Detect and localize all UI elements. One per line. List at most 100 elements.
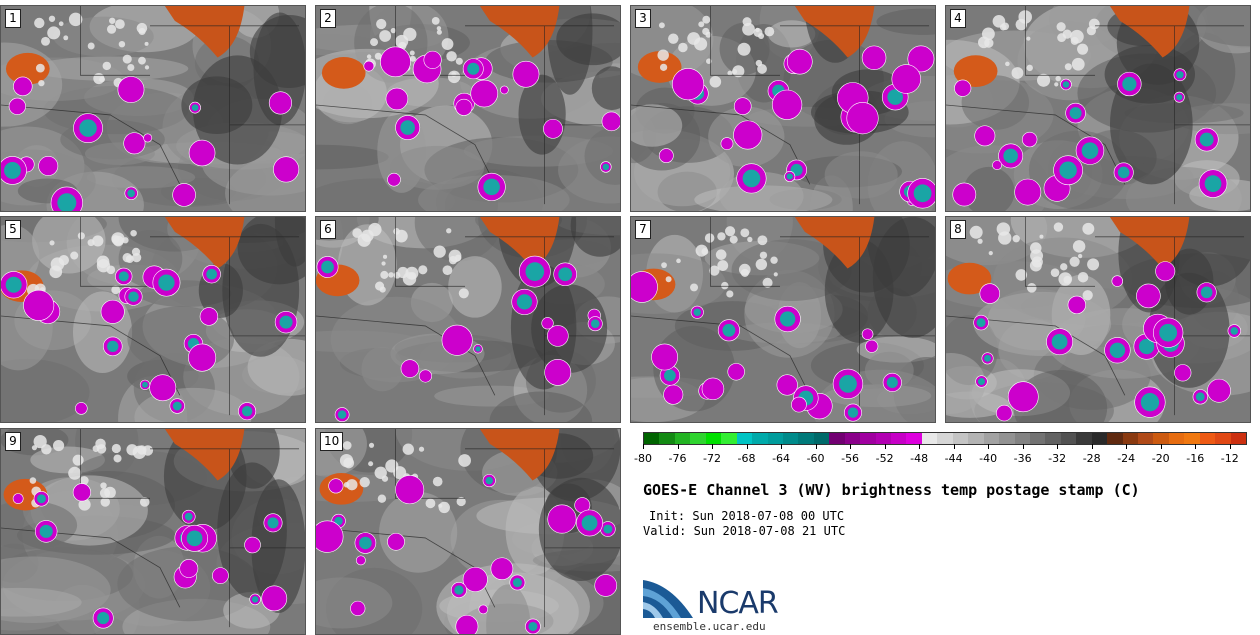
colorbar-swatch: [1138, 433, 1154, 444]
colorbar-tick: [850, 444, 852, 449]
colorbar-swatch: [952, 433, 969, 444]
ensemble-member-panel-10: 10: [315, 428, 621, 635]
colorbar-swatch: [1107, 433, 1123, 444]
colorbar-swatch: [659, 433, 675, 444]
colorbar-tick: [643, 444, 644, 449]
colorbar-tick-label: -52: [875, 452, 894, 465]
colorbar-tick-label: -68: [737, 452, 756, 465]
colorbar-swatch: [968, 433, 984, 444]
water-vapor-imagery: [1, 6, 305, 211]
colorbar-swatch: [1045, 433, 1061, 444]
colorbar-tick-label: -20: [1151, 452, 1170, 465]
member-number-label: 2: [320, 9, 336, 28]
colorbar-swatch: [674, 433, 691, 444]
member-number-label: 10: [320, 432, 344, 451]
colorbar-swatch: [644, 433, 660, 444]
colorbar-swatch: [705, 433, 722, 444]
water-vapor-imagery: [946, 6, 1250, 211]
colorbar-tick: [884, 444, 886, 449]
colorbar-swatch: [1091, 433, 1108, 444]
colorbar-swatch: [752, 433, 768, 444]
colorbar-swatch: [1076, 433, 1092, 444]
colorbar-tick-label: -64: [772, 452, 791, 465]
water-vapor-imagery: [946, 217, 1250, 422]
colorbar-tick-label: -80: [634, 452, 652, 465]
colorbar-swatch: [690, 433, 706, 444]
colorbar-tick-label: -32: [1048, 452, 1067, 465]
colorbar-tick-label: -24: [1117, 452, 1136, 465]
colorbar-swatch: [999, 433, 1015, 444]
colorbar-swatch: [1014, 433, 1030, 444]
colorbar-swatch: [1215, 433, 1231, 444]
colorbar-swatch: [829, 433, 845, 444]
colorbar-swatch: [875, 433, 891, 444]
colorbar-swatch: [721, 433, 737, 444]
member-number-label: 4: [950, 9, 966, 28]
colorbar-tick: [746, 444, 748, 449]
colorbar-tick-label: -12: [1220, 452, 1239, 465]
colorbar-tick-label: -36: [1013, 452, 1032, 465]
colorbar-swatch: [767, 433, 783, 444]
colorbar-tick-label: -16: [1186, 452, 1205, 465]
member-number-label: 3: [635, 9, 651, 28]
ncar-logo-icon: [643, 580, 693, 618]
colorbar-tick: [781, 444, 783, 449]
colorbar-tick: [1229, 444, 1231, 449]
colorbar-swatch: [921, 433, 938, 444]
ensemble-member-panel-2: 2: [315, 5, 621, 212]
colorbar-tick-label: -48: [910, 452, 929, 465]
colorbar-swatch: [782, 433, 799, 444]
colorbar-tick-labels: -80 -76 -72 -68 -64 -60 -56 -52 -48 -44 -40 -36 -32 -…: [634, 444, 1247, 466]
valid-time-label: Valid: Sun 2018-07-08 21 UTC: [643, 524, 846, 538]
brightness-temp-colorbar: [643, 432, 1247, 445]
colorbar-tick: [1057, 444, 1059, 449]
water-vapor-imagery: [1, 217, 305, 422]
colorbar-swatch: [736, 433, 753, 444]
colorbar-swatch: [983, 433, 1000, 444]
ensemble-url: ensemble.ucar.edu: [653, 620, 766, 633]
colorbar-tick: [1160, 444, 1162, 449]
colorbar-tick-label: -40: [979, 452, 998, 465]
init-time-label: Init: Sun 2018-07-08 00 UTC: [649, 509, 845, 523]
water-vapor-imagery: [316, 429, 620, 634]
water-vapor-imagery: [1, 429, 305, 634]
colorbar-swatch: [1153, 433, 1169, 444]
colorbar-tick: [1195, 444, 1197, 449]
colorbar-swatch: [1168, 433, 1185, 444]
colorbar-tick-label: -72: [703, 452, 721, 465]
colorbar-tick: [1126, 444, 1128, 449]
colorbar-tick: [953, 444, 955, 449]
colorbar-tick-label: -76: [668, 452, 687, 465]
colorbar-swatch: [906, 433, 922, 444]
ensemble-member-panel-6: 6: [315, 216, 621, 423]
water-vapor-imagery: [316, 217, 620, 422]
colorbar-tick-label: -44: [944, 452, 963, 465]
colorbar-swatch: [1199, 433, 1216, 444]
colorbar-swatch: [813, 433, 830, 444]
ncar-wordmark: NCAR: [697, 586, 779, 621]
colorbar-tick-label: -56: [841, 452, 860, 465]
member-number-label: 5: [5, 220, 21, 239]
colorbar-swatch: [844, 433, 861, 444]
colorbar-swatch: [937, 433, 953, 444]
water-vapor-imagery: [631, 6, 935, 211]
member-number-label: 8: [950, 220, 966, 239]
colorbar-tick: [815, 444, 817, 449]
colorbar-tick: [1022, 444, 1024, 449]
colorbar-tick-label: -28: [1082, 452, 1101, 465]
water-vapor-imagery: [631, 217, 935, 422]
member-number-label: 7: [635, 220, 651, 239]
colorbar-tick-label: -60: [806, 452, 825, 465]
colorbar-tick: [677, 444, 679, 449]
member-number-label: 9: [5, 432, 21, 451]
colorbar-swatch: [1230, 433, 1247, 444]
water-vapor-imagery: [316, 6, 620, 211]
ensemble-member-panel-9: 9: [0, 428, 306, 635]
ensemble-member-panel-1: 1: [0, 5, 306, 212]
colorbar-swatch: [1184, 433, 1200, 444]
colorbar-swatch: [860, 433, 876, 444]
colorbar-swatch: [798, 433, 814, 444]
colorbar-swatch: [1060, 433, 1077, 444]
colorbar-tick: [1091, 444, 1093, 449]
ensemble-member-panel-3: 3: [630, 5, 936, 212]
